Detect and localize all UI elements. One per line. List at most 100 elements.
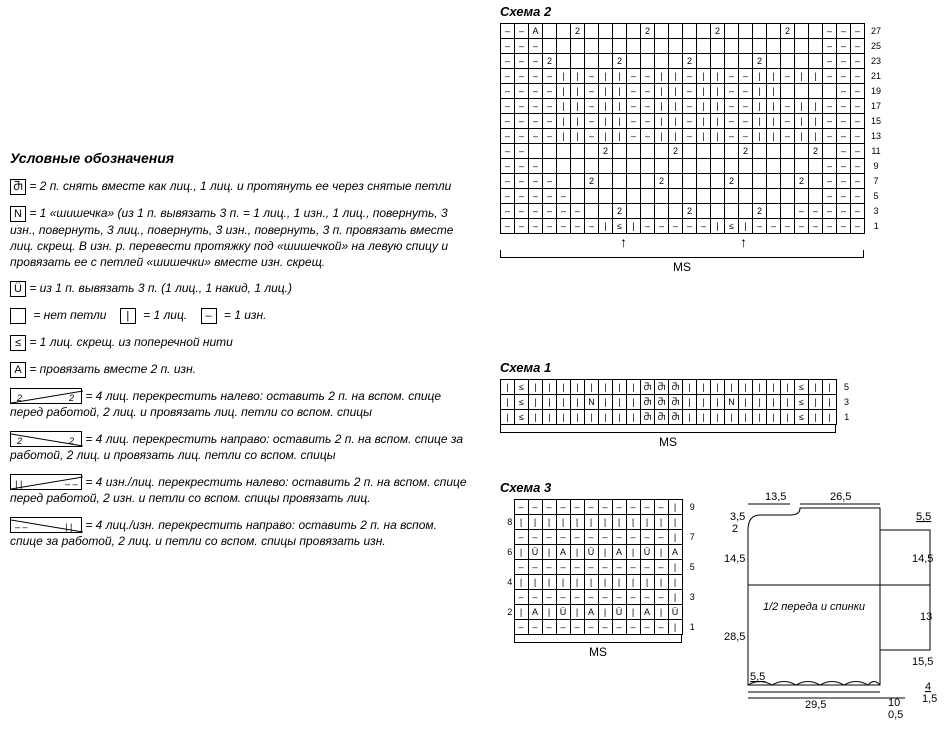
chart-cell [655, 144, 669, 159]
chart-cell: – [739, 114, 753, 129]
chart-cell: | [626, 515, 640, 530]
chart-cell: | [823, 395, 837, 410]
chart-cell: – [515, 24, 529, 39]
chart-cell: Ⴋ [669, 380, 683, 395]
chart-cell [571, 174, 585, 189]
chart-cell: – [627, 69, 641, 84]
chart-cell: – [515, 204, 529, 219]
chart-cell: – [626, 590, 640, 605]
chart-cell [585, 54, 599, 69]
chart-cell: | [543, 410, 557, 425]
chart-cell: – [543, 174, 557, 189]
chart-cell: – [739, 84, 753, 99]
chart-cell: – [556, 560, 570, 575]
chart-cell: ≤ [795, 380, 809, 395]
chart-cell [697, 54, 711, 69]
chart-cell: | [514, 545, 528, 560]
chart-cell [627, 54, 641, 69]
chart-cell: | [669, 99, 683, 114]
chart-cell: ≤ [795, 395, 809, 410]
chart-cell: – [501, 114, 515, 129]
chart-cell: | [767, 129, 781, 144]
chart-cell: – [598, 530, 612, 545]
chart-cell [711, 204, 725, 219]
chart-cell: – [795, 219, 809, 234]
chart-cell: – [823, 24, 837, 39]
chart-cell [627, 174, 641, 189]
chart-cell: | [571, 114, 585, 129]
chart-cell [627, 144, 641, 159]
chart-cell: – [837, 39, 851, 54]
legend-text: = провязать вместе 2 п. изн. [29, 362, 196, 376]
chart-cell: ≤ [613, 219, 627, 234]
chart-cell: – [571, 204, 585, 219]
chart-cell [781, 189, 795, 204]
chart-cell: | [654, 515, 668, 530]
dim-top-1: 13,5 [765, 491, 786, 503]
chart-cell: | [613, 84, 627, 99]
chart-cell [669, 159, 683, 174]
legend: Условные обозначения Ⴋ = 2 п. снять вмес… [10, 150, 470, 560]
chart-cell: – [640, 560, 654, 575]
chart-cell: 2 [795, 174, 809, 189]
chart-cell: | [668, 530, 682, 545]
chart-cell: Ü [528, 545, 542, 560]
chart-cell: | [557, 84, 571, 99]
legend-item-twisted: ≤ = 1 лиц. скрещ. из поперечной нити [10, 334, 470, 351]
chart-cell [543, 144, 557, 159]
dim-top-2: 26,5 [830, 491, 851, 503]
chart-cell: ≤ [725, 219, 739, 234]
symbol-p2tog: A [10, 362, 26, 378]
chart-cell: | [598, 515, 612, 530]
chart-cell [725, 189, 739, 204]
chart-cell [739, 204, 753, 219]
svg-text:| |: | | [15, 479, 22, 489]
chart-2: Схема 2 ––A2222–––27––––––25–––2222–––23… [500, 4, 930, 274]
chart-cell: – [570, 620, 584, 635]
chart-cell [725, 24, 739, 39]
chart-cell: | [571, 380, 585, 395]
chart-cell [739, 159, 753, 174]
chart-cell [599, 39, 613, 54]
chart-cell: – [557, 204, 571, 219]
chart-cell [809, 159, 823, 174]
chart-cell: – [556, 500, 570, 515]
svg-text:2: 2 [68, 436, 74, 446]
chart-cell: | [571, 99, 585, 114]
chart-cell: – [654, 590, 668, 605]
chart-cell: – [515, 84, 529, 99]
chart-cell: | [542, 515, 556, 530]
chart-cell [627, 204, 641, 219]
symbol-twisted: ≤ [10, 335, 26, 351]
chart-cell [823, 84, 837, 99]
chart-cell [697, 24, 711, 39]
chart-cell: – [739, 129, 753, 144]
chart-cell: | [599, 69, 613, 84]
chart-cell: – [823, 39, 837, 54]
chart-cell [655, 189, 669, 204]
legend-text: = 1 «шишечка» (из 1 п. вывязать 3 п. = 1… [10, 206, 453, 269]
chart-cell [781, 54, 795, 69]
chart-cell [711, 54, 725, 69]
chart-cell [641, 204, 655, 219]
chart-cell: Ⴋ [669, 410, 683, 425]
chart-cell [767, 54, 781, 69]
chart-cell [655, 159, 669, 174]
chart-cell: – [515, 69, 529, 84]
chart-cell: Ⴋ [641, 395, 655, 410]
chart-cell: – [529, 114, 543, 129]
chart-cell [599, 204, 613, 219]
chart-cell: – [781, 69, 795, 84]
chart-cell: | [655, 69, 669, 84]
chart-cell: – [529, 174, 543, 189]
chart-cell: A [640, 605, 654, 620]
chart-cell: – [584, 590, 598, 605]
dim-r4: 15,5 [912, 656, 933, 668]
chart-cell [809, 189, 823, 204]
chart-cell: – [501, 174, 515, 189]
chart-cell: 2 [655, 174, 669, 189]
chart-cell: – [515, 39, 529, 54]
svg-text:– –: – – [14, 522, 29, 532]
chart-cell: | [711, 129, 725, 144]
chart-cell: – [543, 99, 557, 114]
